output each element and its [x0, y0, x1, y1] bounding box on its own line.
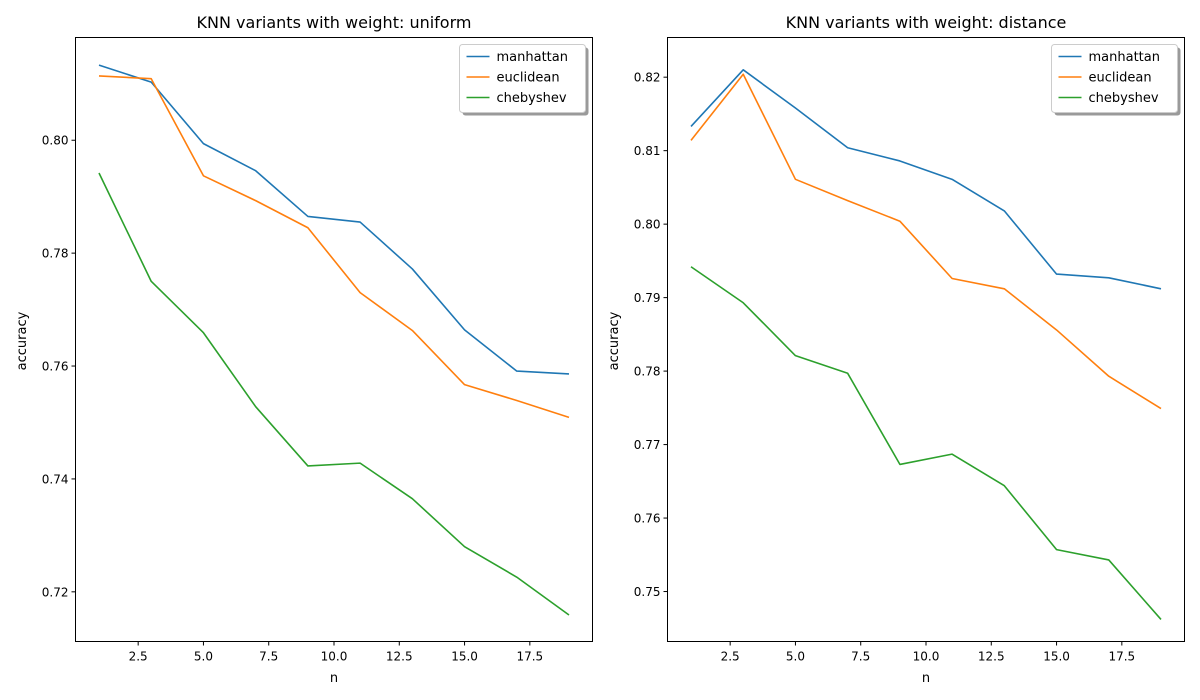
- y-tick-label: 0.80: [634, 218, 661, 232]
- series-line-euclidean: [690, 73, 1162, 410]
- chart-panel-distance: KNN variants with weight: distance n acc…: [607, 13, 1185, 686]
- y-axis-label: accuracy: [15, 311, 30, 370]
- y-tick-label: 0.79: [634, 291, 661, 305]
- legend: manhattan euclidean chebyshev: [459, 44, 589, 116]
- legend-box: [459, 44, 586, 113]
- legend-label-euclidean: euclidean: [497, 71, 560, 86]
- y-tick-label: 0.82: [634, 71, 661, 85]
- chart-panel-uniform: KNN variants with weight: uniform n accu…: [15, 13, 593, 686]
- legend-label-euclidean: euclidean: [1089, 71, 1152, 86]
- x-tick-label: 2.5: [129, 650, 148, 664]
- x-tick-label: 7.5: [259, 650, 278, 664]
- legend: manhattan euclidean chebyshev: [1051, 44, 1181, 116]
- x-axis-label: n: [330, 671, 338, 686]
- x-tick-label: 15.0: [1043, 650, 1070, 664]
- legend-label-manhattan: manhattan: [1089, 50, 1160, 65]
- ticks-group: 2.5 5.0 7.5 10.0 12.5 15.0 17.5 0.72 0.74 0.76 0.7…: [42, 134, 543, 664]
- y-tick-label: 0.78: [42, 247, 69, 261]
- series-line-chebyshev: [98, 172, 570, 616]
- legend-box: [1051, 44, 1178, 113]
- y-tick-label: 0.77: [634, 438, 661, 452]
- x-tick-label: 10.0: [913, 650, 940, 664]
- y-axis-label: accuracy: [607, 311, 622, 370]
- x-tick-label: 12.5: [386, 650, 413, 664]
- x-tick-label: 5.0: [194, 650, 213, 664]
- y-tick-label: 0.76: [634, 512, 661, 526]
- x-axis-label: n: [922, 671, 930, 686]
- plot-frame: [75, 37, 593, 642]
- series-line-manhattan: [690, 69, 1162, 290]
- x-tick-label: 17.5: [1108, 650, 1135, 664]
- plot-frame: [667, 37, 1185, 642]
- x-tick-label: 15.0: [451, 650, 478, 664]
- x-tick-label: 7.5: [851, 650, 870, 664]
- y-tick-label: 0.81: [634, 144, 661, 158]
- x-tick-label: 12.5: [978, 650, 1005, 664]
- y-tick-label: 0.75: [634, 585, 661, 599]
- series-line-euclidean: [98, 75, 570, 419]
- y-tick-label: 0.76: [42, 360, 69, 374]
- series-line-manhattan: [98, 64, 570, 375]
- ticks-group: 2.5 5.0 7.5 10.0 12.5 15.0 17.5 0.75 0.76 0.77 0.7…: [634, 71, 1135, 664]
- legend-label-manhattan: manhattan: [497, 50, 568, 65]
- x-tick-label: 10.0: [321, 650, 348, 664]
- chart-title: KNN variants with weight: uniform: [197, 13, 472, 32]
- lines-group: [98, 64, 570, 616]
- y-tick-label: 0.78: [634, 365, 661, 379]
- x-tick-label: 17.5: [516, 650, 543, 664]
- y-tick-label: 0.80: [42, 134, 69, 148]
- legend-label-chebyshev: chebyshev: [1089, 91, 1159, 106]
- x-tick-label: 5.0: [786, 650, 805, 664]
- series-line-chebyshev: [690, 266, 1162, 620]
- lines-group: [690, 69, 1162, 620]
- y-tick-label: 0.74: [42, 472, 69, 486]
- chart-title: KNN variants with weight: distance: [786, 13, 1067, 32]
- x-tick-label: 2.5: [721, 650, 740, 664]
- legend-label-chebyshev: chebyshev: [497, 91, 567, 106]
- y-tick-label: 0.72: [42, 585, 69, 599]
